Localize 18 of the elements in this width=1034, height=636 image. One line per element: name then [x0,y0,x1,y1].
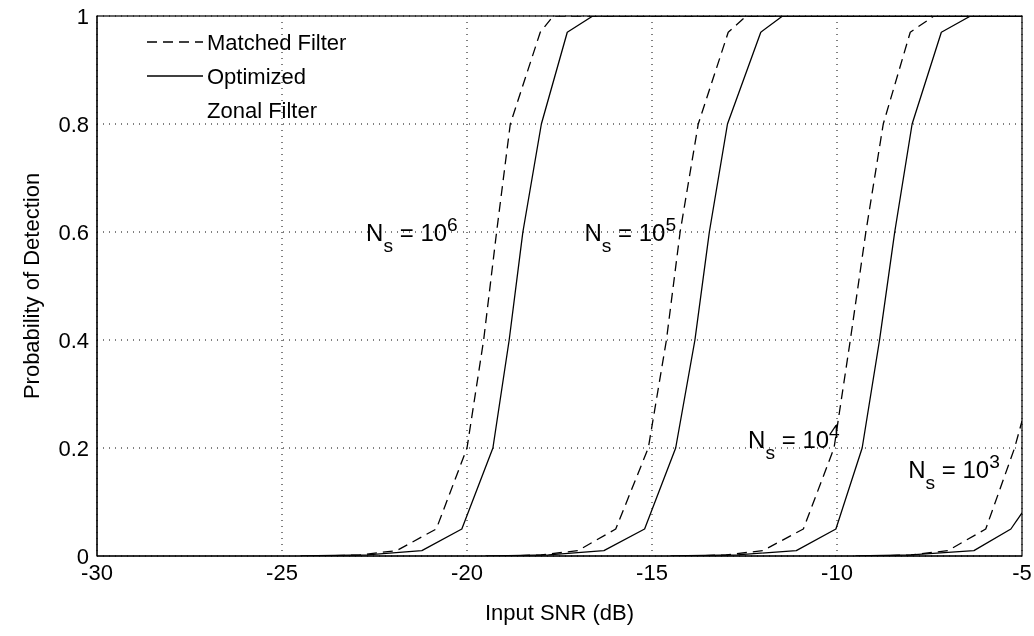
y-tick-label: 0.8 [58,111,89,137]
x-tick-label: -15 [636,559,668,585]
x-axis-title: Input SNR (dB) [484,600,635,625]
y-axis-title: Probability of Detection [18,172,44,400]
legend-label: Matched Filter [207,29,347,55]
x-tick-label: -10 [821,559,853,585]
annotation: N$_{s}$ = 10$^{3}$ [908,450,1000,493]
legend-label: Optimized Zonal Filter [207,63,318,123]
x-tick-label: -5 [1012,559,1032,585]
y-tick-label: 0.2 [58,435,89,461]
x-tick-label: -20 [451,559,483,585]
y-tick-label: 0.6 [58,219,89,245]
annotation: N$_{s}$ = 10$^{5}$ [584,213,677,256]
y-tick-label: 1 [76,3,89,29]
annotation: N$_{s}$ = 10$^{4}$ [748,420,841,463]
annotation: N$_{s}$ = 10$^{6}$ [366,213,458,256]
y-tick-label: 0.4 [58,327,89,353]
x-tick-label: -25 [266,559,298,585]
